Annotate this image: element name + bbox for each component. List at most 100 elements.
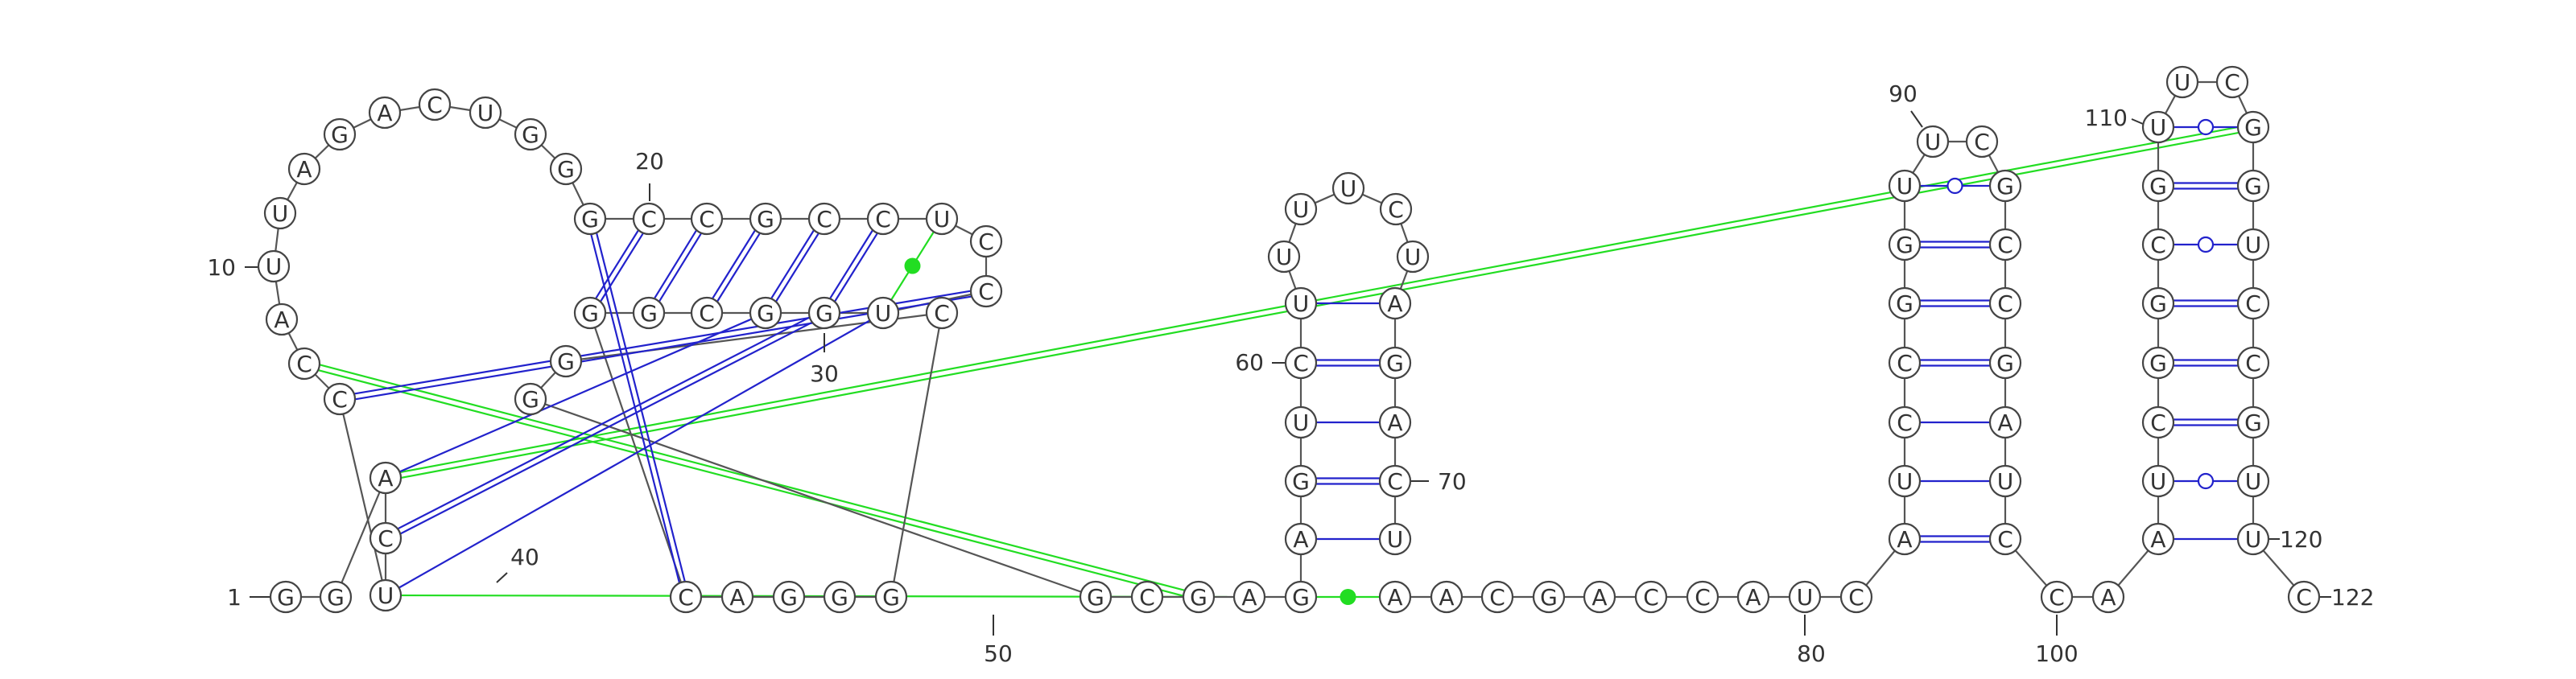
nucleotide-120: U xyxy=(2236,464,2270,498)
nucleotide-41: G xyxy=(1079,580,1113,614)
position-label-60: 60 xyxy=(1235,349,1264,376)
nucleotide-circle xyxy=(1378,464,1412,498)
nucleotide-86: A xyxy=(1888,522,1922,556)
nucleotide-81: C xyxy=(1634,580,1668,614)
nucleotide-circle xyxy=(2236,228,2270,261)
nucleotide-letter: U xyxy=(1897,468,1913,495)
nucleotide-circle xyxy=(807,296,841,330)
nucleotide-16: G xyxy=(514,117,547,151)
nucleotide-28: G xyxy=(807,296,841,330)
backbone-segment xyxy=(890,312,943,598)
nucleotide-84: U xyxy=(1788,580,1822,614)
nucleotide-circle xyxy=(690,296,724,330)
nucleotide-letter: C xyxy=(816,206,832,233)
nucleotide-60: U xyxy=(1378,522,1412,556)
nucleotide-letter: U xyxy=(2150,114,2167,141)
nucleotide-letter: U xyxy=(477,100,494,126)
nucleotide-circle xyxy=(514,117,547,151)
nucleotide-13: A xyxy=(368,96,402,130)
nucleotide-30: C xyxy=(690,296,724,330)
nucleotide-79: G xyxy=(1532,580,1566,614)
nucleotide-letter: G xyxy=(1386,350,1404,377)
nucleotide-circle xyxy=(1988,228,2022,261)
nucleotide-letter: C xyxy=(1387,468,1403,495)
nucleotide-letter: G xyxy=(1190,584,1208,611)
nucleotide-letter: G xyxy=(1292,468,1310,495)
nucleotide-78: C xyxy=(1480,580,1514,614)
nucleotide-circle xyxy=(1284,464,1318,498)
nucleotide-circle xyxy=(2236,522,2270,556)
nucleotide-letter: U xyxy=(272,200,289,227)
nucleotide-83: A xyxy=(1736,580,1770,614)
nucleotide-97: C xyxy=(1988,286,2022,320)
nucleotide-letter: G xyxy=(640,300,658,327)
nucleotide-circle xyxy=(319,580,353,614)
nucleotide-circle xyxy=(549,152,583,186)
backbone-segment xyxy=(338,398,387,596)
nucleotide-letter: C xyxy=(934,300,950,327)
pseudoknot-pair-line xyxy=(385,123,2253,476)
nucleotide-104: A xyxy=(2141,522,2175,556)
nucleotide-letter: G xyxy=(1996,173,2014,200)
nucleotide-82: C xyxy=(1686,580,1719,614)
nucleotide-115: G xyxy=(2236,169,2270,203)
nucleotide-letter: C xyxy=(699,206,715,233)
nucleotide-48: U xyxy=(1284,405,1318,439)
nucleotide-55: U xyxy=(1396,240,1430,274)
nucleotide-98: G xyxy=(1988,346,2022,380)
nucleotide-circle xyxy=(2236,346,2270,380)
nucleotide-80: A xyxy=(1583,580,1616,614)
nucleotide-letter: C xyxy=(2296,584,2312,611)
nucleotide-29: G xyxy=(749,296,782,330)
position-tick xyxy=(1910,110,1923,128)
nucleotide-letter: C xyxy=(978,228,994,255)
nucleotide-102: C xyxy=(2040,580,2074,614)
nucleotide-letter: G xyxy=(882,584,900,611)
nucleotide-circle xyxy=(1378,405,1412,439)
nucleotide-letter: U xyxy=(934,206,951,233)
nucleotide-letter: A xyxy=(296,156,312,183)
position-label-30: 30 xyxy=(810,360,839,387)
nucleotide-circle xyxy=(1634,580,1668,614)
nucleotide-27: U xyxy=(866,296,900,330)
nucleotide-letter: G xyxy=(1087,584,1104,611)
nucleotide-19: C xyxy=(632,202,666,236)
watson-crick-pair-line xyxy=(399,321,813,535)
gu-pair-marker xyxy=(2197,472,2215,490)
nucleotide-87: U xyxy=(1888,464,1922,498)
pseudoknot-pair-line xyxy=(386,129,2254,482)
gu-pair-marker xyxy=(2197,236,2215,253)
nucleotide-99: A xyxy=(1988,405,2022,439)
nucleotide-letter: C xyxy=(1897,409,1913,436)
nucleotide-circle xyxy=(323,382,357,416)
nucleotide-circle xyxy=(1378,522,1412,556)
nucleotide-letter: G xyxy=(1540,584,1558,611)
nucleotide-111: U xyxy=(2141,110,2175,144)
nucleotide-52: U xyxy=(1284,192,1318,226)
nucleotide-letter: U xyxy=(1405,244,1422,270)
nucleotide-119: G xyxy=(2236,405,2270,439)
nucleotide-circle xyxy=(1888,169,1922,203)
watson-crick-pair-line xyxy=(595,233,686,582)
nucleotide-circle xyxy=(368,96,402,130)
gu-pair-marker xyxy=(1946,177,1963,195)
nucleotide-circle xyxy=(1396,240,1430,274)
nucleotide-114: G xyxy=(2236,110,2270,144)
nucleotide-23: C xyxy=(866,202,900,236)
nucleotide-letter: C xyxy=(1139,584,1155,611)
nucleotide-letter: U xyxy=(1293,290,1310,317)
nucleotide-36: G xyxy=(823,580,857,614)
au-pair-line xyxy=(398,319,871,589)
nucleotide-letter: A xyxy=(1387,290,1402,317)
nucleotide-12: G xyxy=(323,117,357,151)
nucleotide-circle xyxy=(1378,346,1412,380)
nucleotide-35: G xyxy=(772,580,806,614)
nucleotide-letter: C xyxy=(2245,350,2261,377)
nucleotide-77: A xyxy=(1430,580,1463,614)
nucleotide-circle xyxy=(2236,169,2270,203)
nucleotide-circle xyxy=(690,202,724,236)
nucleotide-56: A xyxy=(1378,286,1412,320)
backbone-segment xyxy=(334,477,387,598)
noncanonical-pair-marker xyxy=(1340,589,1356,605)
